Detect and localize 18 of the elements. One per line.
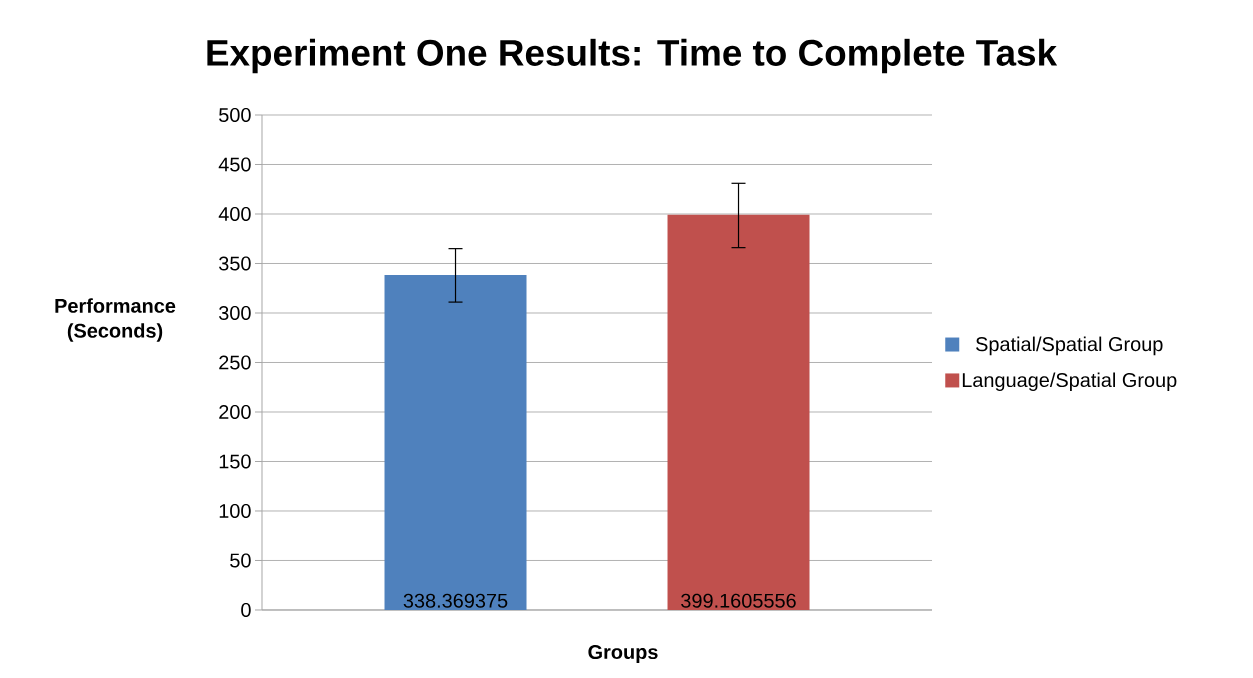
y-tick-label: 100 — [219, 503, 251, 519]
y-tick-label: 50 — [230, 553, 251, 568]
y-tick-label: 250 — [219, 355, 251, 370]
data-label: 399.1605556 — [681, 593, 796, 608]
y-tick-label: 300 — [219, 305, 251, 321]
y-tick-label: 0 — [241, 602, 251, 618]
y-tick-label: 500 — [219, 107, 251, 123]
y-tick-label: 450 — [218, 157, 251, 172]
chart-title: Experiment One Results: Time to Complete Task — [207, 38, 1058, 74]
y-tick-label: 350 — [219, 256, 251, 271]
y-tick-label: 200 — [219, 404, 251, 420]
x-axis-title: Groups — [588, 644, 658, 664]
y-tick-label: 400 — [218, 206, 251, 222]
y-tick-label: 150 — [219, 454, 251, 469]
legend-label: Spatial/Spatial Group — [976, 336, 1163, 356]
legend-label: Language/Spatial Group — [962, 372, 1177, 392]
y-axis-title: Performance (Seconds) — [55, 298, 176, 342]
data-label: 338.369375 — [403, 593, 508, 608]
